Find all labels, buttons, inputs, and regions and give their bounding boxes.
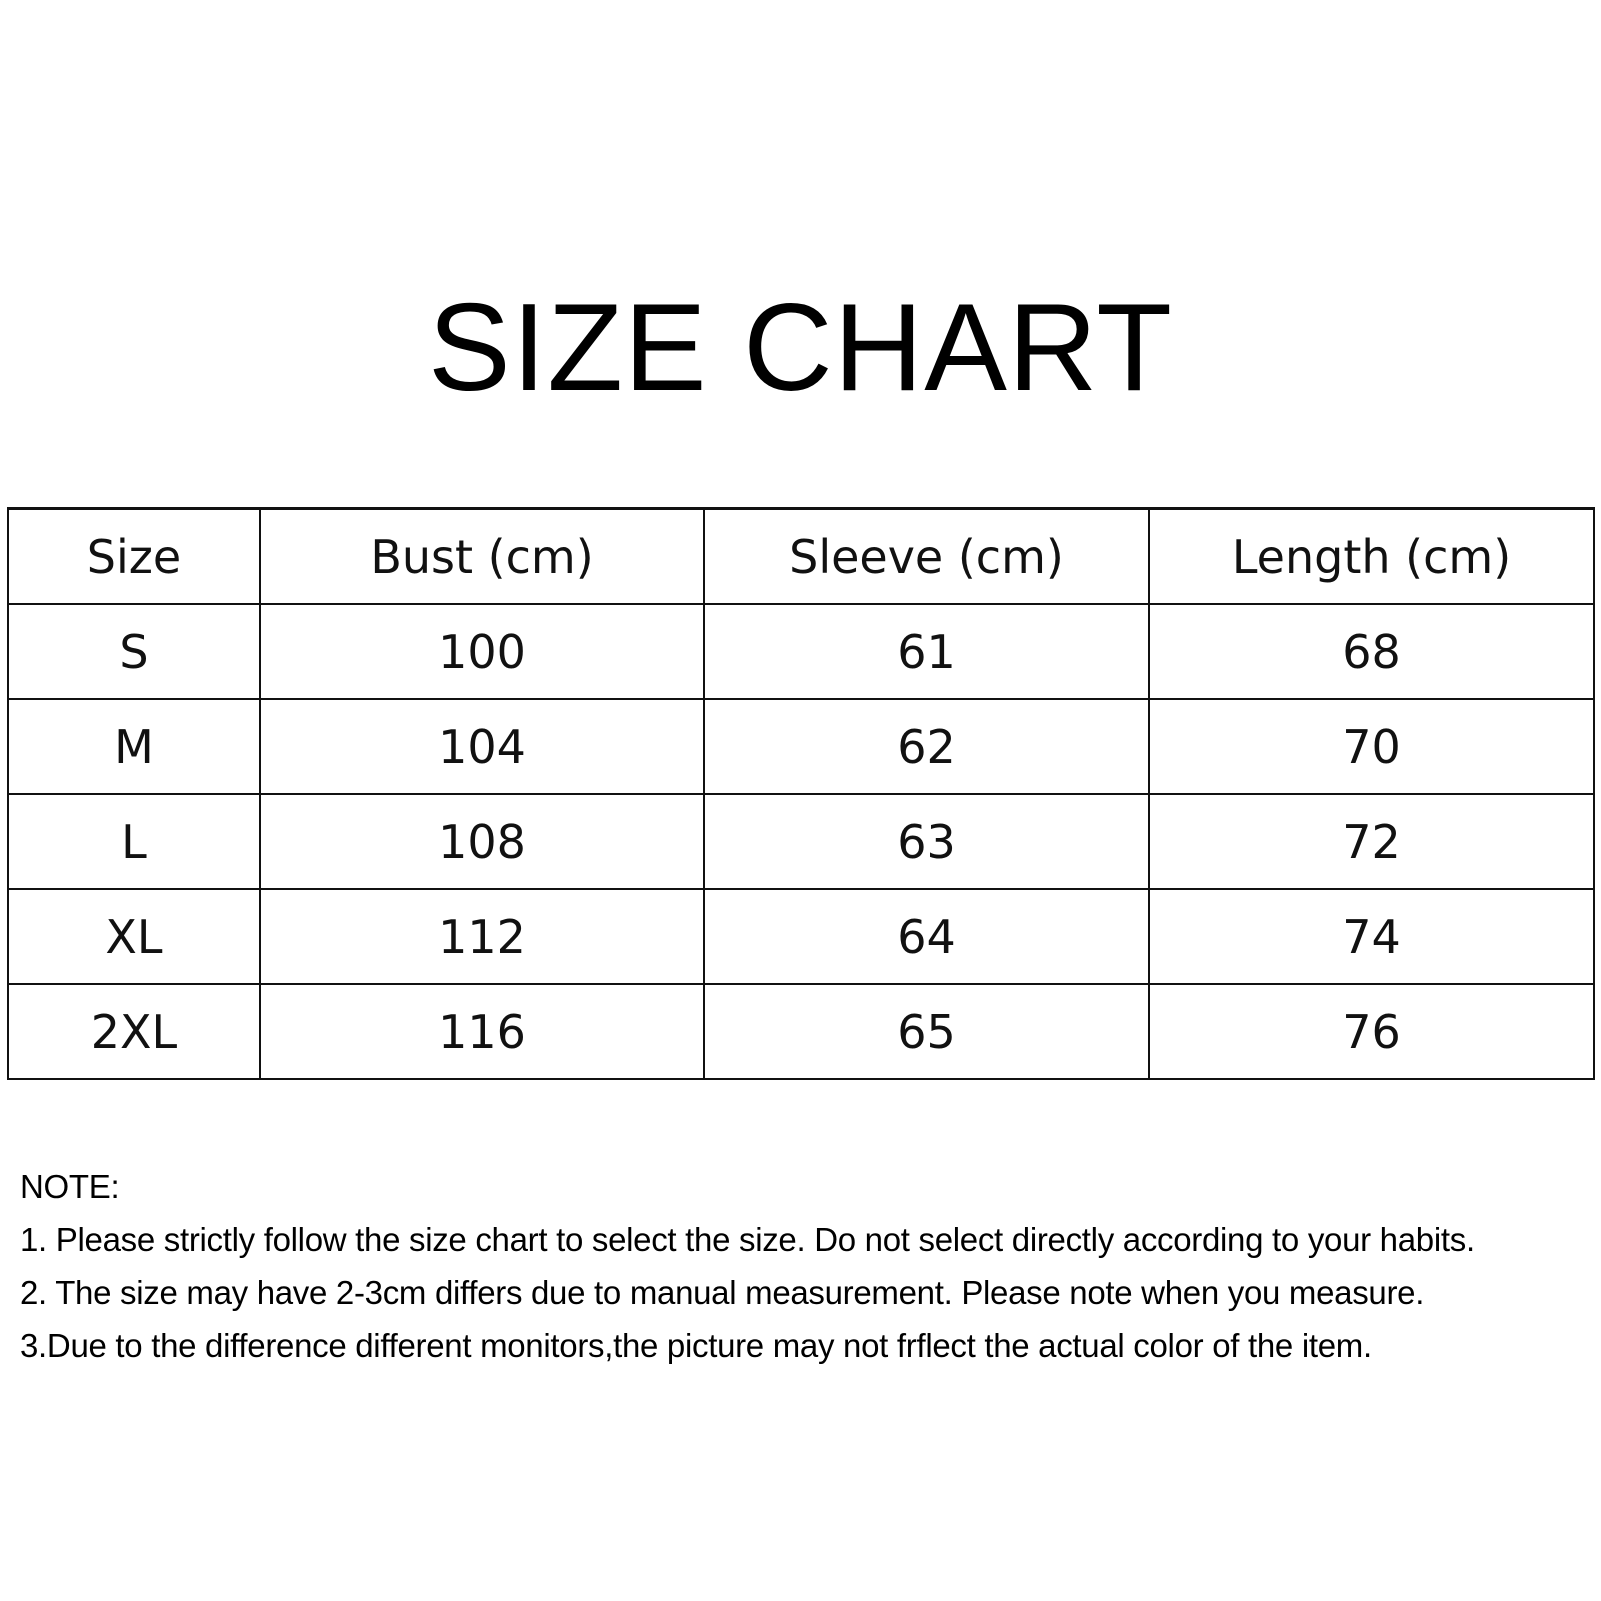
cell-length: 72 [1148,793,1595,890]
table-row: M 104 62 70 [7,698,1595,795]
cell-sleeve: 62 [703,698,1150,795]
cell-size: S [7,603,261,700]
cell-size: XL [7,888,261,985]
cell-sleeve: 65 [703,983,1150,1080]
cell-length: 76 [1148,983,1595,1080]
cell-length: 68 [1148,603,1595,700]
notes-section: NOTE: 1. Please strictly follow the size… [20,1160,1475,1372]
cell-size: L [7,793,261,890]
table-row: S 100 61 68 [7,603,1595,700]
header-length: Length (cm) [1148,507,1595,605]
cell-length: 70 [1148,698,1595,795]
table-row: 2XL 116 65 76 [7,983,1595,1080]
cell-bust: 112 [259,888,705,985]
header-sleeve: Sleeve (cm) [703,507,1150,605]
cell-length: 74 [1148,888,1595,985]
cell-bust: 108 [259,793,705,890]
cell-bust: 100 [259,603,705,700]
notes-heading: NOTE: [20,1168,120,1205]
cell-size: M [7,698,261,795]
header-size: Size [7,507,261,605]
note-item: 1. Please strictly follow the size chart… [20,1221,1475,1258]
table-row: L 108 63 72 [7,793,1595,890]
table-header-row: Size Bust (cm) Sleeve (cm) Length (cm) [7,507,1595,605]
cell-size: 2XL [7,983,261,1080]
cell-bust: 104 [259,698,705,795]
cell-sleeve: 61 [703,603,1150,700]
note-item: 2. The size may have 2-3cm differs due t… [20,1274,1425,1311]
table-row: XL 112 64 74 [7,888,1595,985]
cell-bust: 116 [259,983,705,1080]
size-table: Size Bust (cm) Sleeve (cm) Length (cm) S… [7,507,1595,1080]
cell-sleeve: 64 [703,888,1150,985]
header-bust: Bust (cm) [259,507,705,605]
note-item: 3.Due to the difference different monito… [20,1327,1372,1364]
page-title: SIZE CHART [428,279,1173,417]
cell-sleeve: 63 [703,793,1150,890]
